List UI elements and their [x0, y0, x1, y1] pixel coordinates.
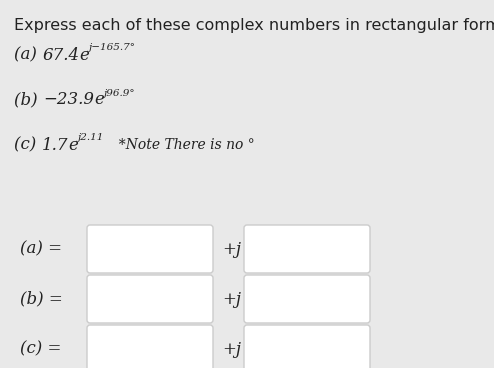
Text: +j: +j: [222, 241, 241, 258]
Text: 67.4: 67.4: [42, 46, 79, 64]
Text: j−165.7°: j−165.7°: [89, 43, 136, 53]
Text: e: e: [68, 137, 78, 153]
Text: e: e: [94, 92, 104, 109]
FancyBboxPatch shape: [87, 325, 213, 368]
FancyBboxPatch shape: [87, 275, 213, 323]
Text: 1.7: 1.7: [41, 137, 68, 153]
Text: (c) =: (c) =: [20, 340, 61, 357]
Text: j96.9°: j96.9°: [104, 88, 135, 98]
FancyBboxPatch shape: [87, 225, 213, 273]
Text: +j: +j: [222, 340, 241, 357]
Text: (b) =: (b) =: [20, 290, 63, 308]
Text: (c): (c): [14, 137, 41, 153]
Text: +j: +j: [222, 290, 241, 308]
FancyBboxPatch shape: [244, 275, 370, 323]
Text: (a) =: (a) =: [20, 241, 62, 258]
Text: e: e: [79, 46, 89, 64]
FancyBboxPatch shape: [244, 325, 370, 368]
FancyBboxPatch shape: [244, 225, 370, 273]
Text: (a): (a): [14, 46, 42, 64]
Text: *Note There is no °: *Note There is no °: [110, 138, 255, 152]
Text: (b): (b): [14, 92, 43, 109]
Text: −23.9: −23.9: [43, 92, 94, 109]
Text: Express each of these complex numbers in rectangular form: Express each of these complex numbers in…: [14, 18, 494, 33]
Text: j2.11: j2.11: [78, 134, 104, 142]
